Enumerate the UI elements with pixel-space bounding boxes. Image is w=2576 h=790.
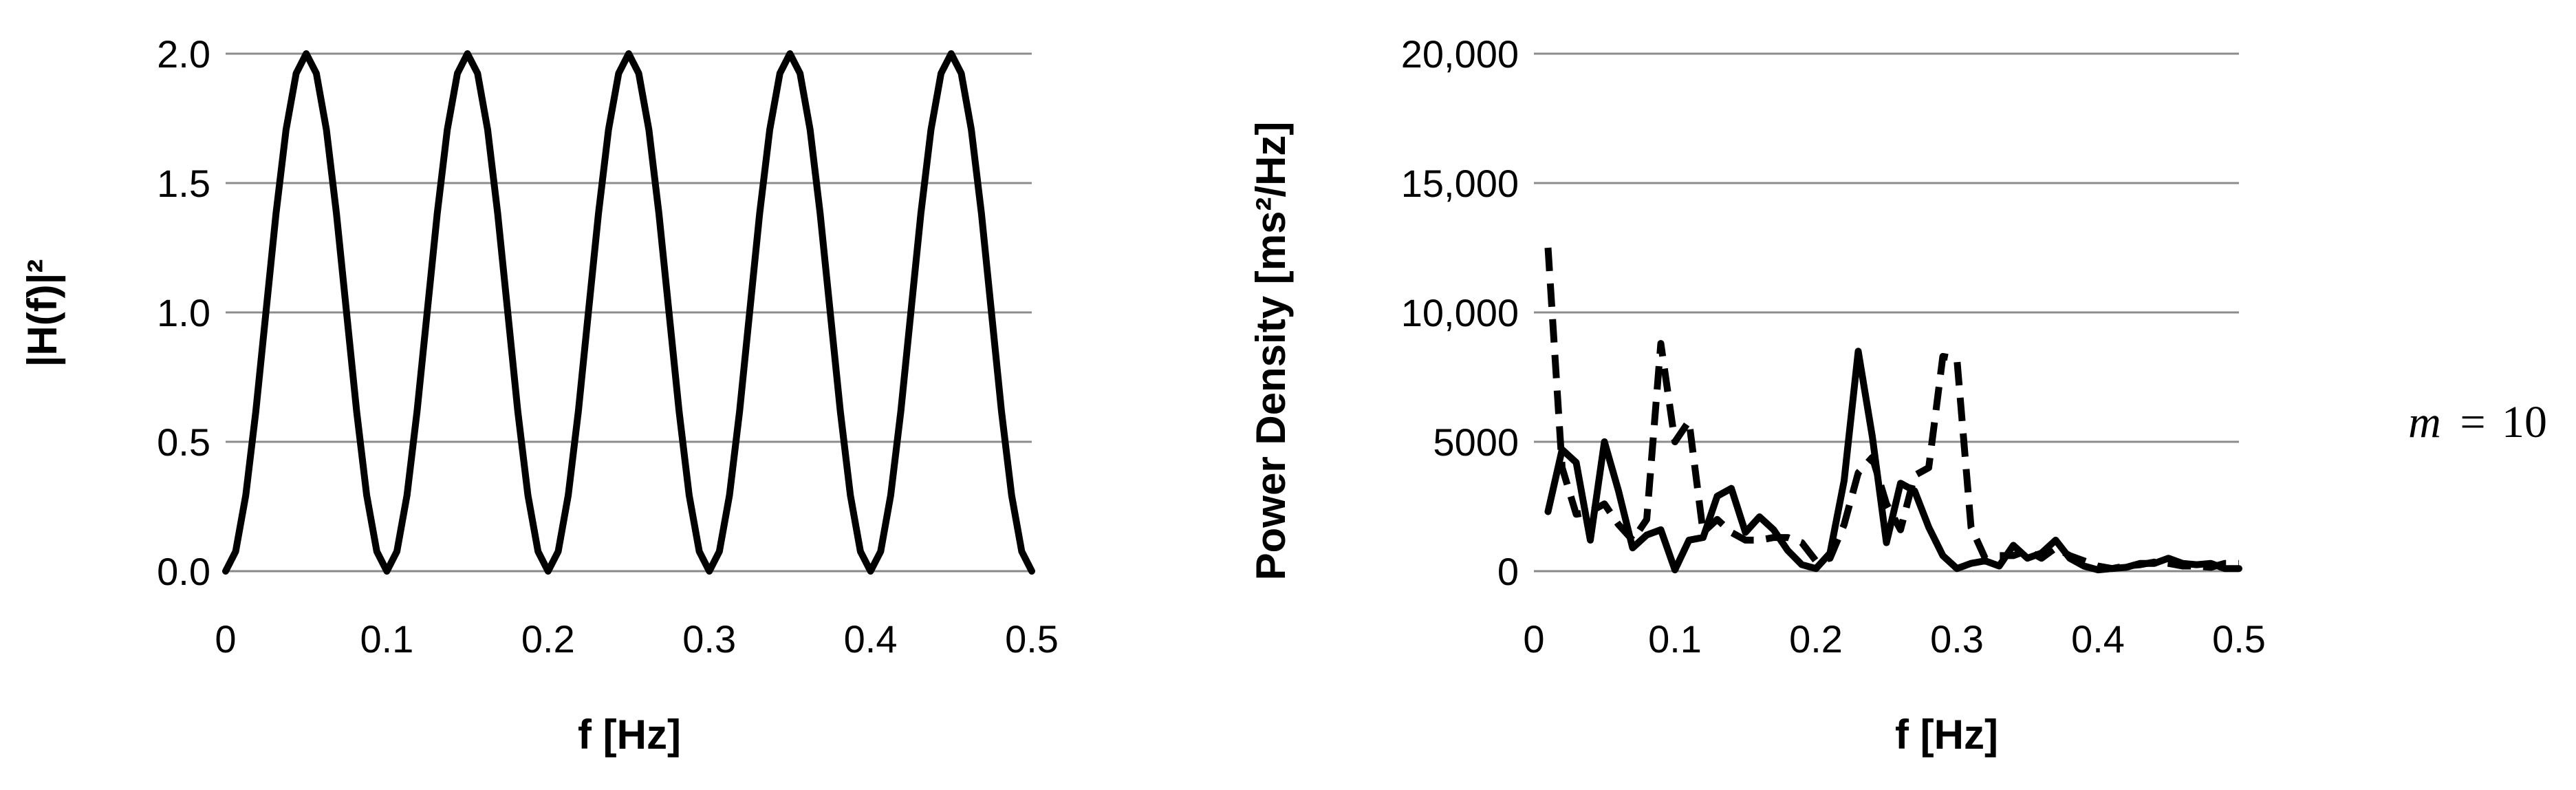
grid-lines	[1534, 52, 2239, 573]
y-axis-title: Power Density [ms²/Hz]	[1248, 122, 1294, 581]
y-tick-label: 1.0	[157, 291, 210, 334]
y-tick-label: 20,000	[1401, 32, 1519, 76]
x-tick-label: 0.1	[360, 617, 413, 661]
x-tick-label: 0	[215, 617, 236, 661]
y-tick-label: 10,000	[1401, 291, 1519, 334]
x-axis-title: f [Hz]	[1895, 712, 1998, 758]
x-tick-label: 0	[1523, 617, 1544, 661]
x-tick-label: 0.4	[844, 617, 898, 661]
y-tick-label: 5000	[1433, 420, 1519, 464]
x-tick-labels: 0 0.1 0.2 0.3 0.4 0.5	[215, 617, 1059, 661]
annotation-equals: =	[2460, 397, 2485, 447]
parameter-annotation: m = 10	[2408, 397, 2547, 447]
y-tick-label: 0	[1497, 550, 1519, 593]
x-tick-label: 0.2	[521, 617, 575, 661]
annotation-variable: m	[2408, 397, 2441, 447]
y-tick-label: 15,000	[1401, 162, 1519, 205]
y-tick-labels: 0 5000 10,000 15,000 20,000	[1401, 32, 1519, 593]
series-layer	[1544, 247, 2242, 574]
y-tick-label: 1.5	[157, 162, 210, 205]
x-tick-label: 0.5	[1005, 617, 1059, 661]
x-tick-label: 0.2	[1789, 617, 1843, 661]
chart-power-density: 0 5000 10,000 15,000 20,000 0 0.1 0.2 0.3 0.4 0.5…	[1248, 32, 2266, 758]
chart-transfer-function: 0.00.51.01.52.0 0 0.1 0.2 0.3 0.4 0.5 f [Hz] …	[19, 32, 1059, 758]
series-solid-line	[222, 50, 1035, 575]
x-tick-label: 0.5	[2212, 617, 2266, 661]
series-layer	[222, 50, 1035, 575]
series-solid-line	[1544, 348, 2242, 574]
y-tick-label: 0.5	[157, 420, 210, 464]
x-axis-title: f [Hz]	[578, 712, 681, 758]
x-tick-label: 0.4	[2071, 617, 2125, 661]
y-axis-title: |H(f)|²	[19, 259, 66, 367]
y-tick-labels: 0.0 0.5 1.0 1.5 2.0	[157, 32, 210, 593]
x-tick-label: 0.3	[1930, 617, 1984, 661]
series-dashed-line	[1544, 247, 2239, 573]
x-tick-label: 0.3	[682, 617, 736, 661]
x-tick-labels: 0 0.1 0.2 0.3 0.4 0.5	[1523, 617, 2266, 661]
annotation-value: 10	[2502, 397, 2547, 447]
y-tick-label: 2.0	[157, 32, 210, 76]
x-tick-label: 0.1	[1648, 617, 1702, 661]
y-tick-label: 0.0	[157, 550, 210, 593]
